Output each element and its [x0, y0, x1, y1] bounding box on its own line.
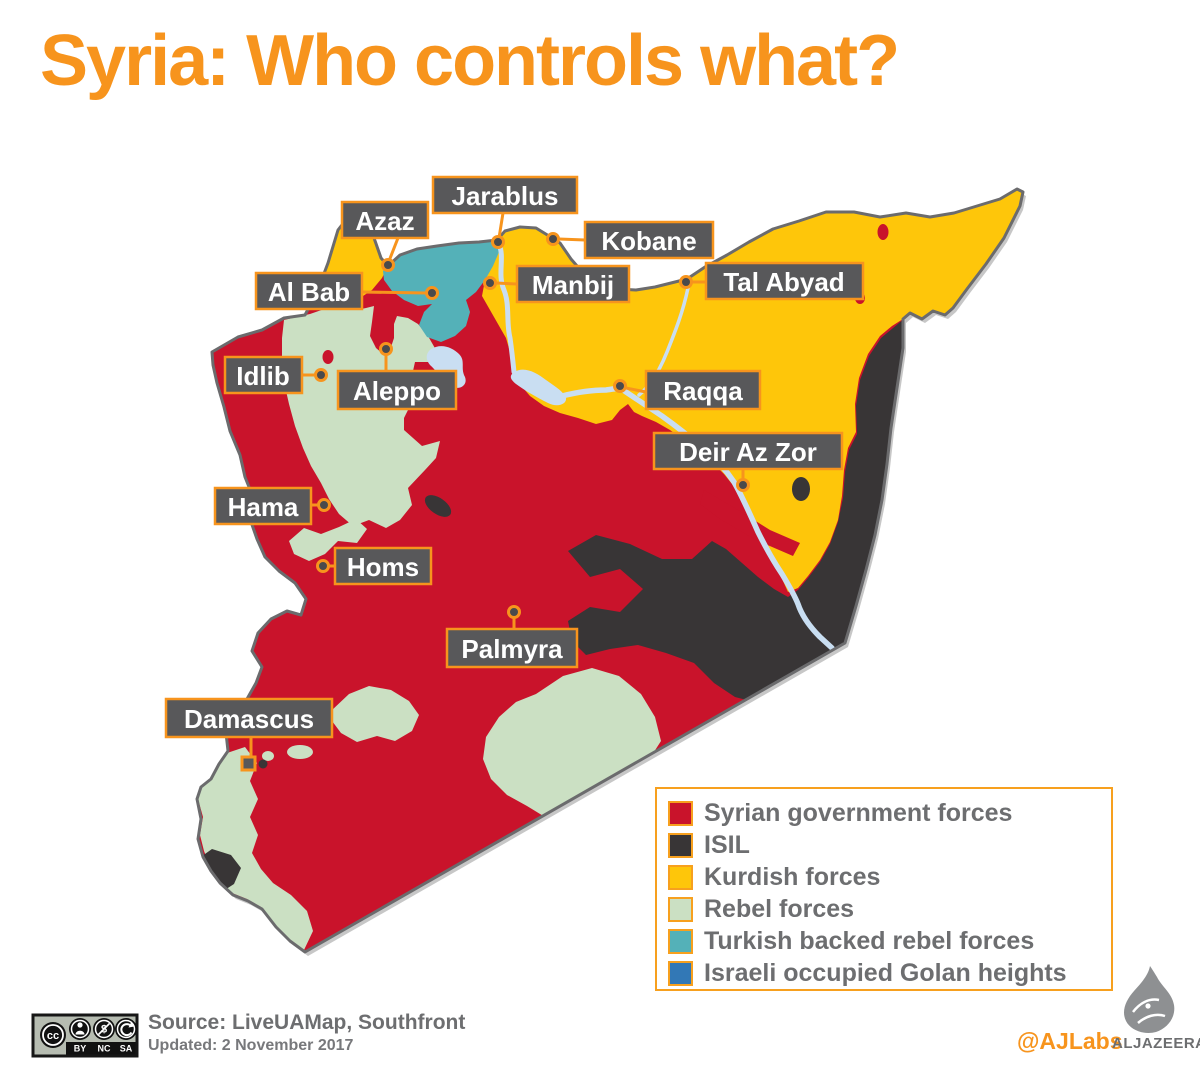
svg-text:Idlib: Idlib [236, 361, 289, 391]
svg-text:cc: cc [47, 1030, 59, 1042]
city-marker-hama [317, 498, 331, 512]
region-isil-pocket-yellow [792, 477, 810, 501]
city-marker-damascus [240, 755, 257, 772]
legend-swatch-isil [668, 832, 693, 858]
aljazeera-wordmark: ALJAZEERA [1112, 1035, 1200, 1052]
city-label-homs: Homs [316, 546, 433, 586]
legend-item-government: Syrian government forces [668, 797, 1111, 829]
city-label-deir-az-zor: Deir Az Zor [652, 431, 844, 492]
cc-icon: cc [40, 1022, 66, 1048]
source-attribution: Source: LiveUAMap, Southfront [148, 1011, 466, 1034]
legend-item-rebel: Rebel forces [668, 893, 1111, 925]
syria-border [195, 187, 1025, 954]
city-marker-deir-az-zor [736, 478, 750, 492]
legend-swatch-government [668, 800, 693, 826]
city-marker-idlib [314, 368, 328, 382]
legend-label-isil: ISIL [704, 830, 750, 859]
ajlabs-credit: @AJLabs [1017, 1028, 1123, 1054]
legend-item-kurdish: Kurdish forces [668, 861, 1111, 893]
city-marker-raqqa [613, 379, 627, 393]
legend-swatch-turkish [668, 928, 693, 954]
region-red-pocket-in-green [322, 350, 334, 364]
city-label-manbij: Manbij [483, 264, 631, 304]
cc-by-icon [69, 1018, 91, 1040]
legend-item-golan: Israeli occupied Golan heights [668, 957, 1111, 989]
legend-item-isil: ISIL [668, 829, 1111, 861]
region-isil-east [568, 318, 905, 703]
legend-label-kurdish: Kurdish forces [704, 862, 881, 891]
legend-label-rebel: Rebel forces [704, 894, 855, 923]
region-rebel-hama [289, 519, 367, 561]
cc-nc-icon: $ [93, 1018, 115, 1040]
river-euphrates-upper [496, 241, 517, 375]
svg-text:Jarablus: Jarablus [452, 181, 559, 211]
city-marker-homs [316, 559, 330, 573]
svg-text:Palmyra: Palmyra [461, 634, 563, 664]
svg-text:Al Bab: Al Bab [268, 277, 350, 307]
city-marker-kobane [546, 232, 560, 246]
city-marker-palmyra [507, 605, 521, 619]
region-rebel-east-ghouta [331, 686, 419, 742]
svg-text:Damascus: Damascus [184, 704, 314, 734]
legend-label-golan: Israeli occupied Golan heights [704, 958, 1067, 987]
legend-swatch-golan [668, 960, 693, 986]
city-marker-azaz [381, 258, 395, 272]
city-label-al-bab: Al Bab [254, 271, 439, 311]
region-rebel-south-central [483, 668, 661, 817]
lake-assad [510, 369, 567, 406]
region-isil-damascus-dot [258, 759, 268, 769]
svg-text:BY: BY [74, 1044, 87, 1054]
city-label-palmyra: Palmyra [445, 605, 579, 669]
svg-text:Hama: Hama [228, 492, 299, 522]
region-red-wedge-daz [700, 490, 800, 556]
city-label-kobane: Kobane [546, 220, 715, 260]
region-red-fleck-ne-1 [877, 224, 889, 240]
svg-text:Kobane: Kobane [601, 226, 696, 256]
cc-license-badge: cc $ BY NC SA [31, 1013, 139, 1058]
updated-date: Updated: 2 November 2017 [148, 1037, 354, 1054]
legend-swatch-rebel [668, 896, 693, 922]
svg-text:NC: NC [98, 1044, 111, 1054]
region-rebel-pocket-2 [262, 751, 274, 761]
svg-text:Aleppo: Aleppo [353, 376, 441, 406]
svg-text:Azaz: Azaz [355, 206, 414, 236]
region-rebel-idlib [282, 305, 440, 528]
svg-text:Deir Az Zor: Deir Az Zor [679, 437, 817, 467]
legend-swatch-kurdish [668, 864, 693, 890]
page-title: Syria: Who controls what? [40, 21, 900, 101]
svg-text:Tal Abyad: Tal Abyad [723, 267, 844, 297]
svg-text:SA: SA [120, 1044, 133, 1054]
region-rebel-southwest [198, 747, 313, 950]
city-label-raqqa: Raqqa [613, 369, 762, 411]
city-label-idlib: Idlib [223, 355, 328, 395]
city-marker-tal-abyad [679, 275, 693, 289]
city-marker-jarablus [491, 235, 505, 249]
city-label-hama: Hama [213, 486, 331, 526]
legend-label-turkish: Turkish backed rebel forces [704, 926, 1035, 955]
city-marker-manbij [483, 276, 497, 290]
svg-text:Raqqa: Raqqa [663, 376, 743, 406]
legend-label-government: Syrian government forces [704, 798, 1013, 827]
region-isil-leaf [424, 495, 452, 517]
city-label-damascus: Damascus [164, 697, 334, 772]
city-label-aleppo: Aleppo [336, 342, 458, 411]
city-marker-al-bab [425, 286, 439, 300]
region-turkish-teal [383, 241, 499, 342]
region-rebel-pocket-1 [287, 745, 313, 759]
city-marker-aleppo [379, 342, 393, 356]
city-label-tal-abyad: Tal Abyad [679, 261, 865, 301]
city-label-jarablus: Jarablus [431, 175, 579, 249]
svg-text:Homs: Homs [347, 552, 419, 582]
city-label-azaz: Azaz [340, 200, 430, 272]
aljazeera-logo-icon [1123, 966, 1175, 1033]
legend: Syrian government forces ISIL Kurdish fo… [655, 787, 1113, 991]
legend-item-turkish: Turkish backed rebel forces [668, 925, 1111, 957]
svg-text:Manbij: Manbij [532, 270, 614, 300]
cc-sa-icon [115, 1018, 137, 1040]
